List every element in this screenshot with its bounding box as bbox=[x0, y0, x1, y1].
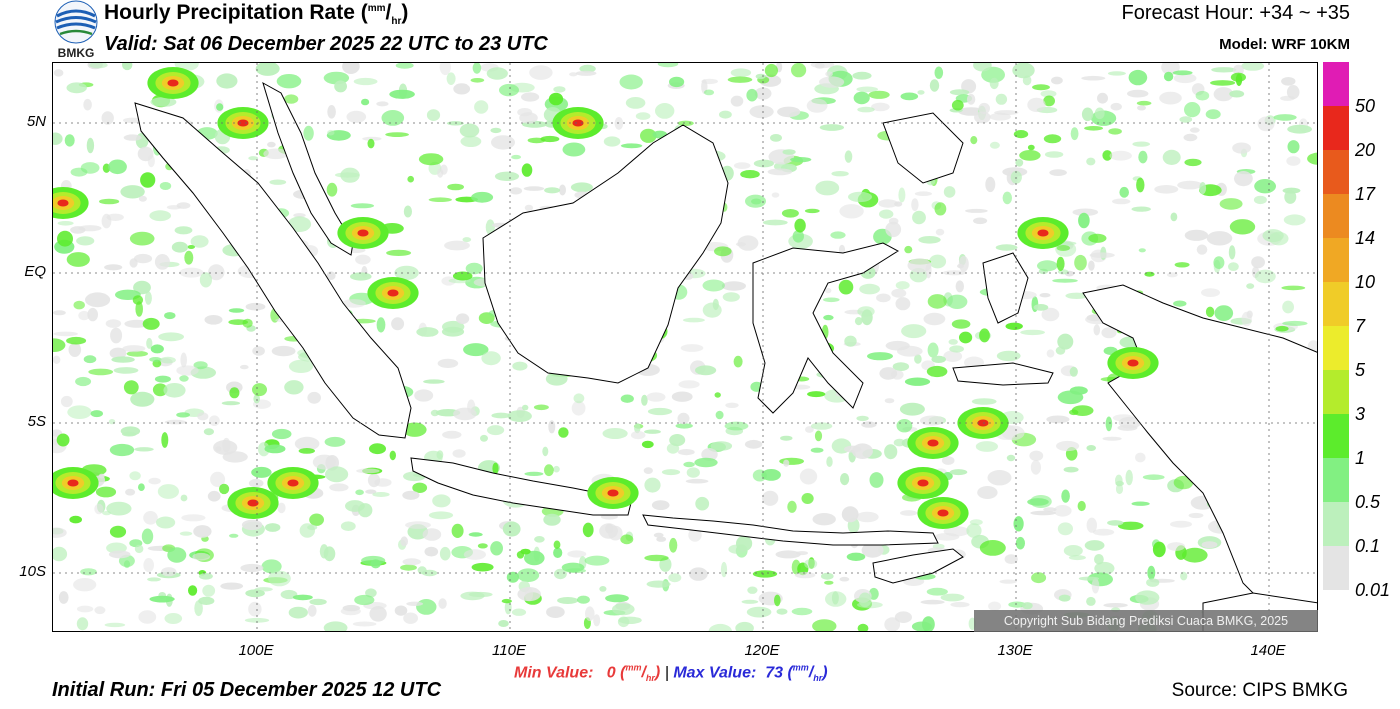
graticule bbox=[53, 63, 1317, 631]
copyright-notice: Copyright Sub Bidang Prediksi Cuaca BMKG… bbox=[974, 610, 1318, 632]
lat-label-eq: EQ bbox=[24, 263, 46, 280]
legend-label: 0.5 bbox=[1355, 492, 1381, 512]
legend-label: 20 bbox=[1355, 140, 1376, 160]
legend-label: 1 bbox=[1355, 448, 1366, 468]
island-mindanao bbox=[882, 112, 964, 184]
title-unit-sub: hr bbox=[391, 16, 402, 28]
island-seram bbox=[952, 362, 1054, 386]
lat-label-10s: 10S bbox=[19, 563, 46, 580]
island-lesser-sunda bbox=[642, 514, 939, 546]
lat-label-5n: 5N bbox=[26, 113, 46, 130]
data-source: Source: CIPS BMKG bbox=[1171, 680, 1348, 701]
legend-swatch bbox=[1323, 194, 1349, 239]
legend-label: 5 bbox=[1355, 360, 1366, 380]
title-text: Hourly Precipitation Rate ( bbox=[104, 1, 368, 24]
lon-label-110e: 110E bbox=[492, 642, 526, 659]
lon-label-120e: 120E bbox=[744, 642, 780, 659]
title-unit-sep: / bbox=[385, 1, 392, 24]
color-scale-bar bbox=[1323, 62, 1349, 591]
initial-run: Initial Run: Fri 05 December 2025 12 UTC bbox=[52, 679, 442, 701]
min-label: Min Value: bbox=[514, 664, 594, 682]
value-separator: | bbox=[664, 664, 669, 682]
forecast-hour: Forecast Hour: +34 ~ +35 bbox=[1121, 2, 1350, 24]
max-value: 73 bbox=[765, 664, 784, 682]
lat-label-5s: 5S bbox=[27, 413, 46, 430]
legend-swatch bbox=[1323, 282, 1349, 327]
legend-label: 0.01 bbox=[1355, 580, 1391, 600]
legend-label: 14 bbox=[1355, 228, 1376, 248]
lon-label-140e: 140E bbox=[1250, 642, 1286, 659]
precipitation-map bbox=[52, 62, 1318, 632]
model-name: Model: WRF 10KM bbox=[1219, 36, 1350, 53]
island-borneo bbox=[482, 124, 729, 384]
legend-label: 10 bbox=[1355, 272, 1376, 292]
legend-label: 50 bbox=[1355, 96, 1376, 116]
legend-label: 7 bbox=[1355, 316, 1366, 336]
legend-swatch bbox=[1323, 62, 1349, 107]
legend-swatch bbox=[1323, 370, 1349, 415]
legend-swatch bbox=[1323, 326, 1349, 371]
legend-swatch bbox=[1323, 458, 1349, 503]
island-java bbox=[410, 457, 632, 516]
legend-swatch bbox=[1323, 150, 1349, 195]
island-papua bbox=[1082, 284, 1317, 631]
valid-time: Valid: Sat 06 December 2025 22 UTC to 23… bbox=[104, 33, 548, 55]
island-maluku bbox=[982, 252, 1029, 324]
logo-text: BMKG bbox=[58, 46, 95, 60]
min-value: 0 bbox=[606, 664, 616, 682]
min-max-values: Min Value: 0 (mm/hr) | Max Value: 73 (mm… bbox=[514, 663, 828, 684]
legend-swatch bbox=[1323, 546, 1349, 591]
heavy-precip-cells bbox=[53, 67, 1159, 529]
legend-swatch bbox=[1323, 502, 1349, 547]
legend-label: 3 bbox=[1355, 404, 1366, 424]
island-sumatra bbox=[134, 102, 412, 439]
legend-swatch bbox=[1323, 106, 1349, 151]
island-malay-peninsula bbox=[262, 81, 354, 256]
title-close: ) bbox=[401, 1, 409, 24]
legend-label: 17 bbox=[1355, 184, 1376, 204]
title-unit-sup: mm bbox=[367, 3, 386, 14]
legend-swatch bbox=[1323, 238, 1349, 283]
lon-label-100e: 100E bbox=[238, 642, 274, 659]
page-title: Hourly Precipitation Rate (mm/hr) bbox=[104, 1, 408, 27]
legend-swatch bbox=[1323, 414, 1349, 459]
island-timor bbox=[872, 548, 964, 584]
bmkg-logo: BMKG bbox=[52, 0, 100, 60]
lon-label-130e: 130E bbox=[997, 642, 1033, 659]
max-label: Max Value: bbox=[673, 664, 757, 682]
island-sulawesi bbox=[752, 242, 899, 414]
legend-label: 0.1 bbox=[1355, 536, 1381, 556]
